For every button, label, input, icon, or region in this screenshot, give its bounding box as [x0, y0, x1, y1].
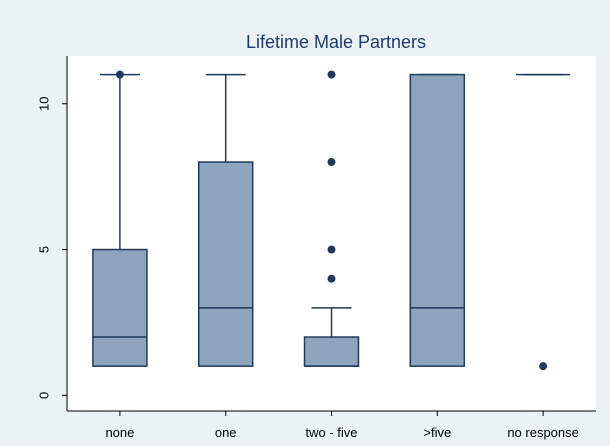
outlier-point [327, 274, 336, 283]
x-tick-label: none [105, 425, 134, 440]
box-group [516, 73, 571, 371]
outlier-point [327, 70, 336, 79]
box-iqr [92, 248, 148, 367]
x-tick-label: two - five [305, 425, 357, 440]
outlier-point [327, 158, 336, 167]
outlier-point [539, 362, 548, 371]
box-group [409, 73, 466, 367]
x-tick-label: one [215, 425, 237, 440]
box-group [197, 73, 254, 367]
x-tick-label: no response [507, 425, 579, 440]
box-iqr [409, 73, 466, 367]
outlier-point [327, 245, 336, 254]
axes: 0 5 10 none one two - five >five no response [37, 56, 596, 440]
x-tick-label: >five [423, 425, 451, 440]
box-group [303, 70, 360, 367]
box-iqr [197, 161, 254, 367]
boxes [92, 70, 571, 371]
box-iqr [303, 336, 360, 367]
chart-title: Lifetime Male Partners [246, 32, 426, 52]
outlier-point [115, 70, 124, 79]
y-tick-label: 10 [37, 97, 52, 111]
y-tick-label: 0 [37, 392, 52, 399]
box-group [92, 70, 148, 367]
y-tick-label: 5 [37, 246, 52, 253]
